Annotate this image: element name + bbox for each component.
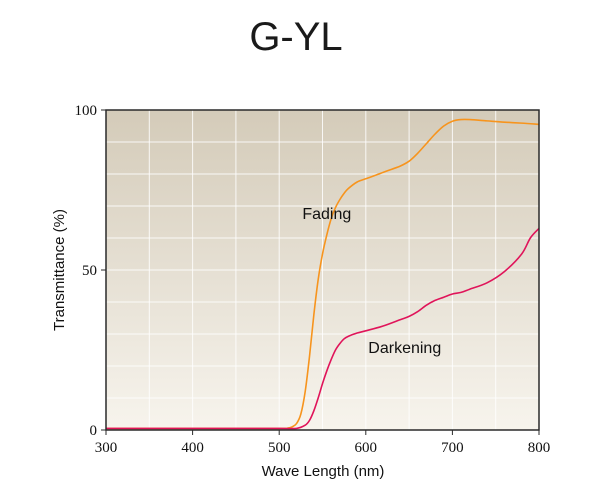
series-layer	[106, 118, 539, 430]
y-tick-label: 50	[82, 263, 97, 279]
y-axis-label: Transmittance (%)	[51, 209, 68, 331]
y-tick-label: 0	[90, 423, 98, 439]
darkening-curve	[106, 227, 539, 430]
fading-curve	[106, 118, 539, 430]
grid-lines	[106, 110, 539, 430]
annotation-fading: Fading	[302, 206, 351, 223]
x-tick-label: 600	[355, 440, 378, 456]
x-tick-label: 300	[95, 440, 118, 456]
annotation-darkening: Darkening	[368, 340, 441, 357]
x-tick-label: 800	[528, 440, 551, 456]
x-axis-label: Wave Length (nm)	[262, 463, 385, 480]
axis-ticks: 300 400 500 600 700 800 0 50 100	[75, 103, 551, 456]
y-tick-label: 100	[75, 103, 98, 119]
x-tick-label: 700	[441, 440, 464, 456]
chart-title: G-YL	[249, 15, 342, 59]
annotations: Fading Darkening	[302, 206, 441, 357]
x-tick-label: 400	[181, 440, 204, 456]
x-tick-label: 500	[268, 440, 291, 456]
